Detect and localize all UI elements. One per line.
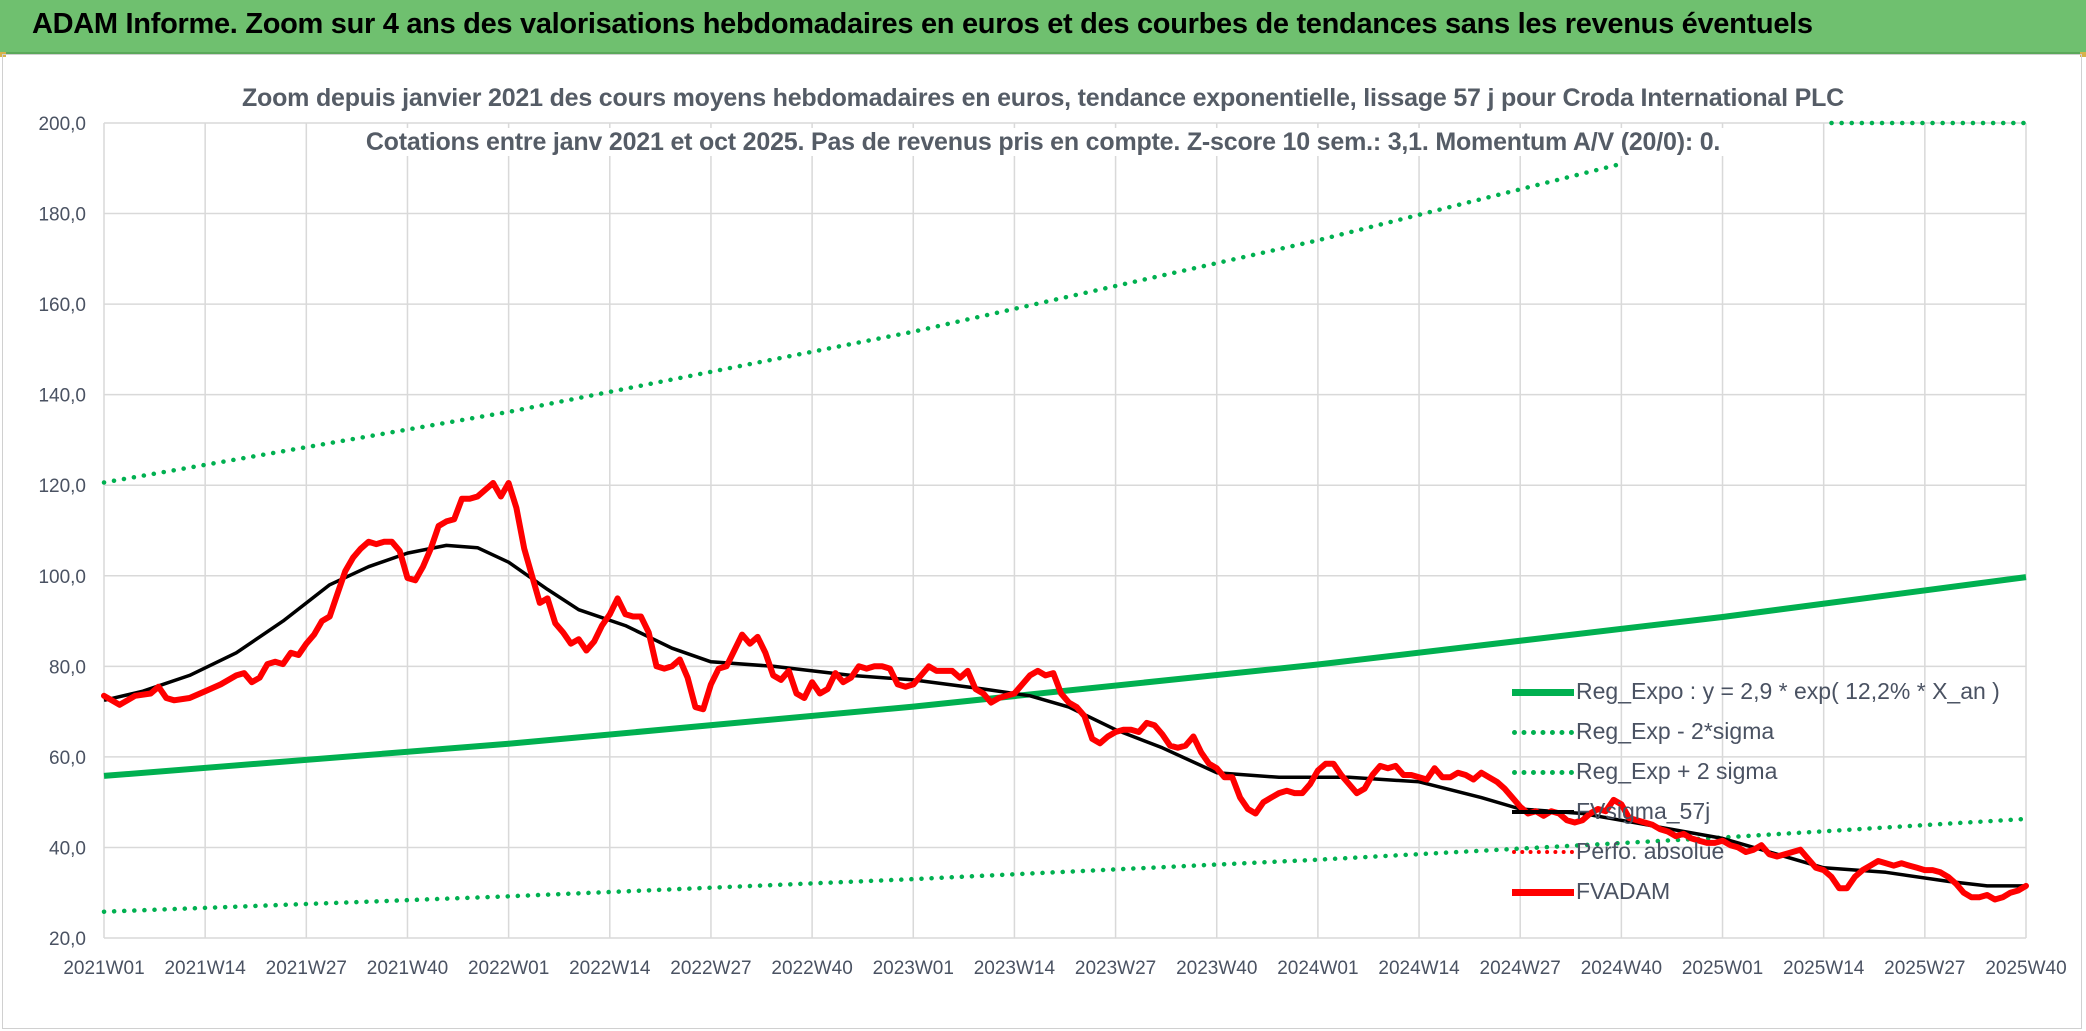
series-reg-exp-plus-2sigma: [101, 161, 1624, 485]
grid-layer: [103, 122, 2027, 939]
chart-title: Zoom depuis janvier 2021 des cours moyen…: [233, 84, 1853, 112]
series-fvadam: [101, 480, 2029, 903]
x-tick-label: 2023W01: [873, 958, 954, 979]
y-tick-label: 180,0: [38, 205, 86, 226]
legend-item-reg-expo: Reg_Expo : y = 2,9 * exp( 12,2% * X_an ): [1512, 672, 2012, 712]
legend-item-reg-exp-plus: Reg_Exp + 2 sigma: [1512, 752, 2012, 792]
y-tick-label: 200,0: [38, 114, 86, 135]
legend-swatch-reg-exp-minus: [1512, 730, 1574, 735]
x-tick-label: 2023W27: [1075, 958, 1156, 979]
legend-swatch-fvsigma: [1512, 810, 1574, 814]
legend-label-fvsigma: FVsigma_57j: [1576, 798, 1711, 824]
x-tick-label: 2024W14: [1378, 958, 1460, 979]
axis-layer: 20,0 40,0 60,0 80,0 100,0 120,0 140,0 160,0 180,…: [38, 114, 2066, 979]
chart-title-row: Zoom depuis janvier 2021 des cours moyen…: [0, 84, 2086, 113]
x-tick-label: 2024W27: [1480, 958, 1561, 979]
y-tick-label: 120,0: [38, 476, 86, 497]
legend-label-fvadam: FVADAM: [1576, 878, 1671, 904]
legend-swatch-fvadam: [1512, 889, 1574, 896]
legend-item-reg-exp-minus: Reg_Exp - 2*sigma: [1512, 712, 2012, 752]
y-tick-label: 140,0: [38, 386, 86, 407]
chart-subtitle-row: Cotations entre janv 2021 et oct 2025. P…: [0, 128, 2086, 157]
x-tick-label: 2022W40: [771, 958, 852, 979]
y-tick-label: 40,0: [49, 838, 86, 859]
x-tick-label: 2025W01: [1682, 958, 1763, 979]
chart-subtitle: Cotations entre janv 2021 et oct 2025. P…: [357, 128, 1729, 156]
legend-label-reg-exp-plus: Reg_Exp + 2 sigma: [1576, 758, 1778, 784]
legend-swatch-reg-exp-plus: [1512, 770, 1574, 775]
series-fvsigma-57j: [103, 543, 2026, 888]
legend-label-reg-exp-minus: Reg_Exp - 2*sigma: [1576, 718, 1775, 744]
x-tick-label: 2025W27: [1884, 958, 1965, 979]
report-banner: ADAM Informe. Zoom sur 4 ans des valoris…: [0, 0, 2086, 54]
x-tick-label: 2022W14: [569, 958, 651, 979]
x-tick-label: 2024W40: [1581, 958, 1662, 979]
y-tick-label: 100,0: [38, 567, 86, 588]
y-tick-label: 80,0: [49, 657, 86, 678]
x-tick-label: 2023W40: [1176, 958, 1257, 979]
x-tick-label: 2023W14: [974, 958, 1056, 979]
y-tick-label: 160,0: [38, 295, 86, 316]
series-layer: [101, 120, 2029, 914]
x-tick-label: 2025W14: [1783, 958, 1865, 979]
y-tick-label: 60,0: [49, 748, 86, 769]
legend-item-fvsigma: FVsigma_57j: [1512, 792, 2012, 832]
x-tick-label: 2021W01: [63, 958, 144, 979]
x-tick-label: 2022W01: [468, 958, 549, 979]
series-reg-expo: [103, 574, 2027, 779]
legend-label-perfo: Perfo. absolue: [1576, 838, 1725, 864]
x-tick-label: 2022W27: [670, 958, 751, 979]
x-tick-label: 2025W40: [1985, 958, 2066, 979]
x-tick-label: 2021W27: [266, 958, 347, 979]
banner-corner-right: [2080, 52, 2086, 57]
y-tick-label: 20,0: [49, 929, 86, 950]
legend-label-reg-expo: Reg_Expo : y = 2,9 * exp( 12,2% * X_an ): [1576, 678, 2000, 704]
report-title: ADAM Informe. Zoom sur 4 ans des valoris…: [32, 8, 1813, 40]
legend-swatch-perfo: [1512, 850, 1574, 854]
x-tick-label: 2021W40: [367, 958, 448, 979]
x-tick-label: 2024W01: [1277, 958, 1358, 979]
chart-legend: Reg_Expo : y = 2,9 * exp( 12,2% * X_an )…: [1512, 672, 2012, 912]
legend-swatch-reg-expo: [1512, 689, 1574, 696]
legend-item-perfo: Perfo. absolue: [1512, 832, 2012, 872]
chart-frame: [2, 54, 2082, 1029]
legend-item-fvadam: FVADAM: [1512, 872, 2012, 912]
x-tick-label: 2021W14: [164, 958, 246, 979]
